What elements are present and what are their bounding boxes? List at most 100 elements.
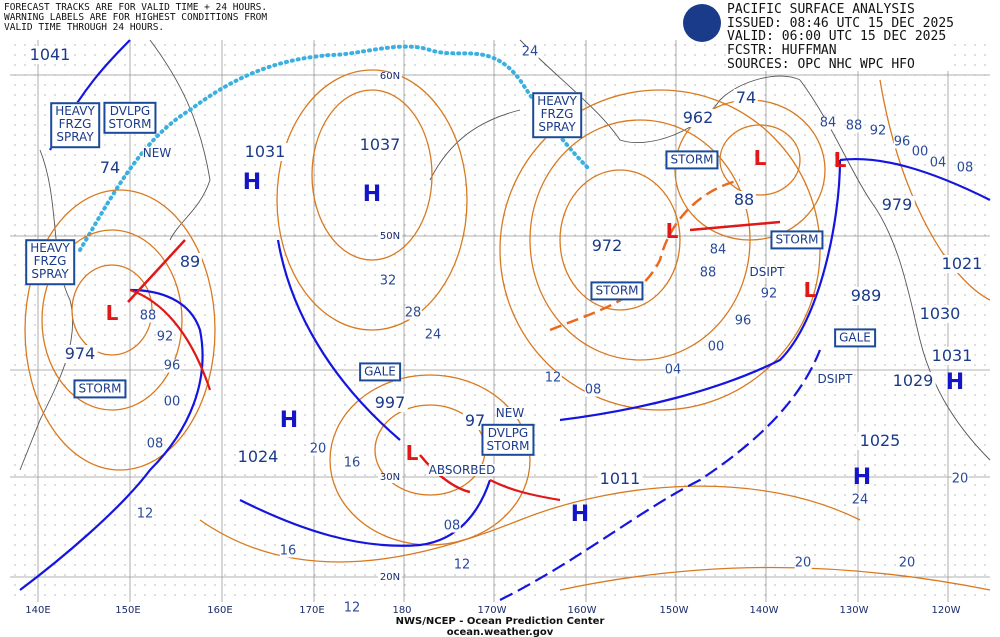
- isobar-label: 12: [453, 557, 471, 573]
- isobar-label: 16: [279, 543, 297, 559]
- latitude-label: 50N: [377, 231, 403, 242]
- warning-box: STORM: [665, 150, 719, 170]
- isobar-label: 92: [869, 123, 887, 139]
- warning-line: DVLPG: [487, 425, 529, 440]
- info-line: FCSTR: HUFFMAN: [727, 42, 837, 58]
- notes: FORECAST TRACKS ARE FOR VALID TIME + 24 …: [4, 2, 268, 33]
- latitude-label: 60N: [377, 71, 403, 82]
- warning-line: SPRAY: [56, 130, 94, 145]
- warning-line: HEAVY: [55, 104, 95, 119]
- isobar-label: 00: [707, 339, 725, 355]
- warning-line: FRZG: [540, 107, 574, 122]
- isobar-label: 96: [893, 134, 911, 150]
- pressure-value: 1029: [890, 371, 936, 390]
- isobar-label: 20: [309, 441, 327, 457]
- warning-box: DVLPG STORM: [481, 423, 535, 457]
- warning-line: STORM: [108, 117, 152, 131]
- isobar-label: 88: [139, 308, 157, 324]
- isobar-label: 04: [664, 362, 682, 378]
- longitude-label: 120W: [929, 605, 963, 616]
- latitude-label: 20N: [377, 572, 403, 583]
- warning-box: GALE: [359, 362, 401, 382]
- pressure-value: 97: [462, 411, 488, 430]
- isobars: [24, 69, 991, 591]
- longitude-label: 150W: [657, 605, 691, 616]
- longitude-label: 170W: [475, 605, 509, 616]
- isobar-label: 08: [956, 160, 974, 176]
- pressure-value: 979: [879, 195, 915, 214]
- latitude-label: 30N: [377, 472, 403, 483]
- warning-box: STORM: [590, 281, 644, 301]
- note-line: WARNING LABELS ARE FOR HIGHEST CONDITION…: [4, 11, 268, 23]
- isobar-label: 24: [521, 44, 539, 60]
- isobar-label: 92: [760, 286, 778, 302]
- warning-line: FRZG: [58, 117, 92, 132]
- warning-line: FRZG: [33, 254, 67, 269]
- pressure-value: 997: [372, 393, 408, 412]
- isobar-label: 16: [343, 455, 361, 471]
- high-center: H: [362, 182, 382, 207]
- warning-line: STORM: [78, 381, 122, 396]
- warning-line: SPRAY: [31, 267, 69, 282]
- isobar-label: 12: [544, 370, 562, 386]
- isobar-label: 00: [163, 394, 181, 410]
- isobar-label: 96: [163, 358, 181, 374]
- isobar-label: 12: [343, 600, 361, 616]
- pressure-value: 1011: [597, 469, 643, 488]
- pressure-value: 1031: [242, 142, 288, 161]
- warning-box: DVLPG STORM: [103, 101, 157, 135]
- status-label: DSIPT: [749, 265, 785, 279]
- isobar-label: 12: [136, 506, 154, 522]
- warning-line: HEAVY: [30, 241, 70, 256]
- warning-box: STORM: [73, 379, 127, 399]
- longitude-label: 130W: [837, 605, 871, 616]
- high-center: H: [570, 502, 590, 527]
- low-center: L: [803, 278, 817, 302]
- footer-line: NWS/NCEP - Ocean Prediction Center: [395, 616, 605, 627]
- warning-line: STORM: [775, 232, 819, 247]
- warning-line: STORM: [486, 439, 530, 453]
- warning-box: HEAVY FRZG SPRAY: [50, 102, 100, 148]
- warning-line: SPRAY: [538, 120, 576, 135]
- warning-box: HEAVY FRZG SPRAY: [532, 92, 582, 138]
- status-label: ABSORBED: [428, 463, 496, 477]
- footer-line: ocean.weather.gov: [446, 626, 554, 637]
- info-line: SOURCES: OPC NHC WPC HFO: [727, 56, 915, 72]
- ice-edge: [78, 44, 592, 252]
- pressure-value: 974: [62, 344, 98, 363]
- low-center: L: [665, 219, 679, 243]
- isobar-label: 92: [156, 329, 174, 345]
- note-line: FORECAST TRACKS ARE FOR VALID TIME + 24 …: [4, 2, 268, 13]
- longitude-label: 150E: [113, 605, 143, 616]
- isobar-label: 24: [424, 327, 442, 343]
- pressure-value: 1031: [929, 346, 975, 365]
- pressure-value: 1024: [235, 447, 281, 466]
- longitude-label: 140W: [747, 605, 781, 616]
- high-center: H: [852, 465, 872, 490]
- isobar-label: 20: [794, 555, 812, 571]
- longitude-label: 170E: [297, 605, 327, 616]
- warning-box: GALE: [834, 328, 876, 348]
- pressure-value: 1025: [857, 431, 903, 450]
- isobar-label: 08: [146, 436, 164, 452]
- info-box: PACIFIC SURFACE ANALYSIS ISSUED: 08:46 UT…: [727, 2, 954, 72]
- low-center: L: [833, 148, 847, 172]
- info-line: ISSUED: 08:46 UTC 15 DEC 2025: [727, 15, 954, 31]
- status-label: DSIPT: [817, 372, 853, 386]
- pressure-value: 1041: [27, 45, 73, 64]
- info-line: PACIFIC SURFACE ANALYSIS: [727, 2, 915, 17]
- isobar-label: 20: [951, 471, 969, 487]
- note-line: VALID TIME THROUGH 24 HOURS.: [4, 21, 165, 33]
- pressure-value: 1037: [357, 135, 403, 154]
- longitude-label: 180: [390, 605, 414, 616]
- isobar-label: 20: [898, 555, 916, 571]
- pressure-value: 74: [97, 158, 123, 177]
- isobar-label: 04: [929, 155, 947, 171]
- low-center: L: [105, 301, 119, 325]
- footer: NWS/NCEP - Ocean Prediction Center ocean.…: [395, 616, 605, 637]
- longitude-label: 140E: [23, 605, 53, 616]
- pressure-value: 1030: [917, 304, 963, 323]
- isobar-label: 08: [584, 382, 602, 398]
